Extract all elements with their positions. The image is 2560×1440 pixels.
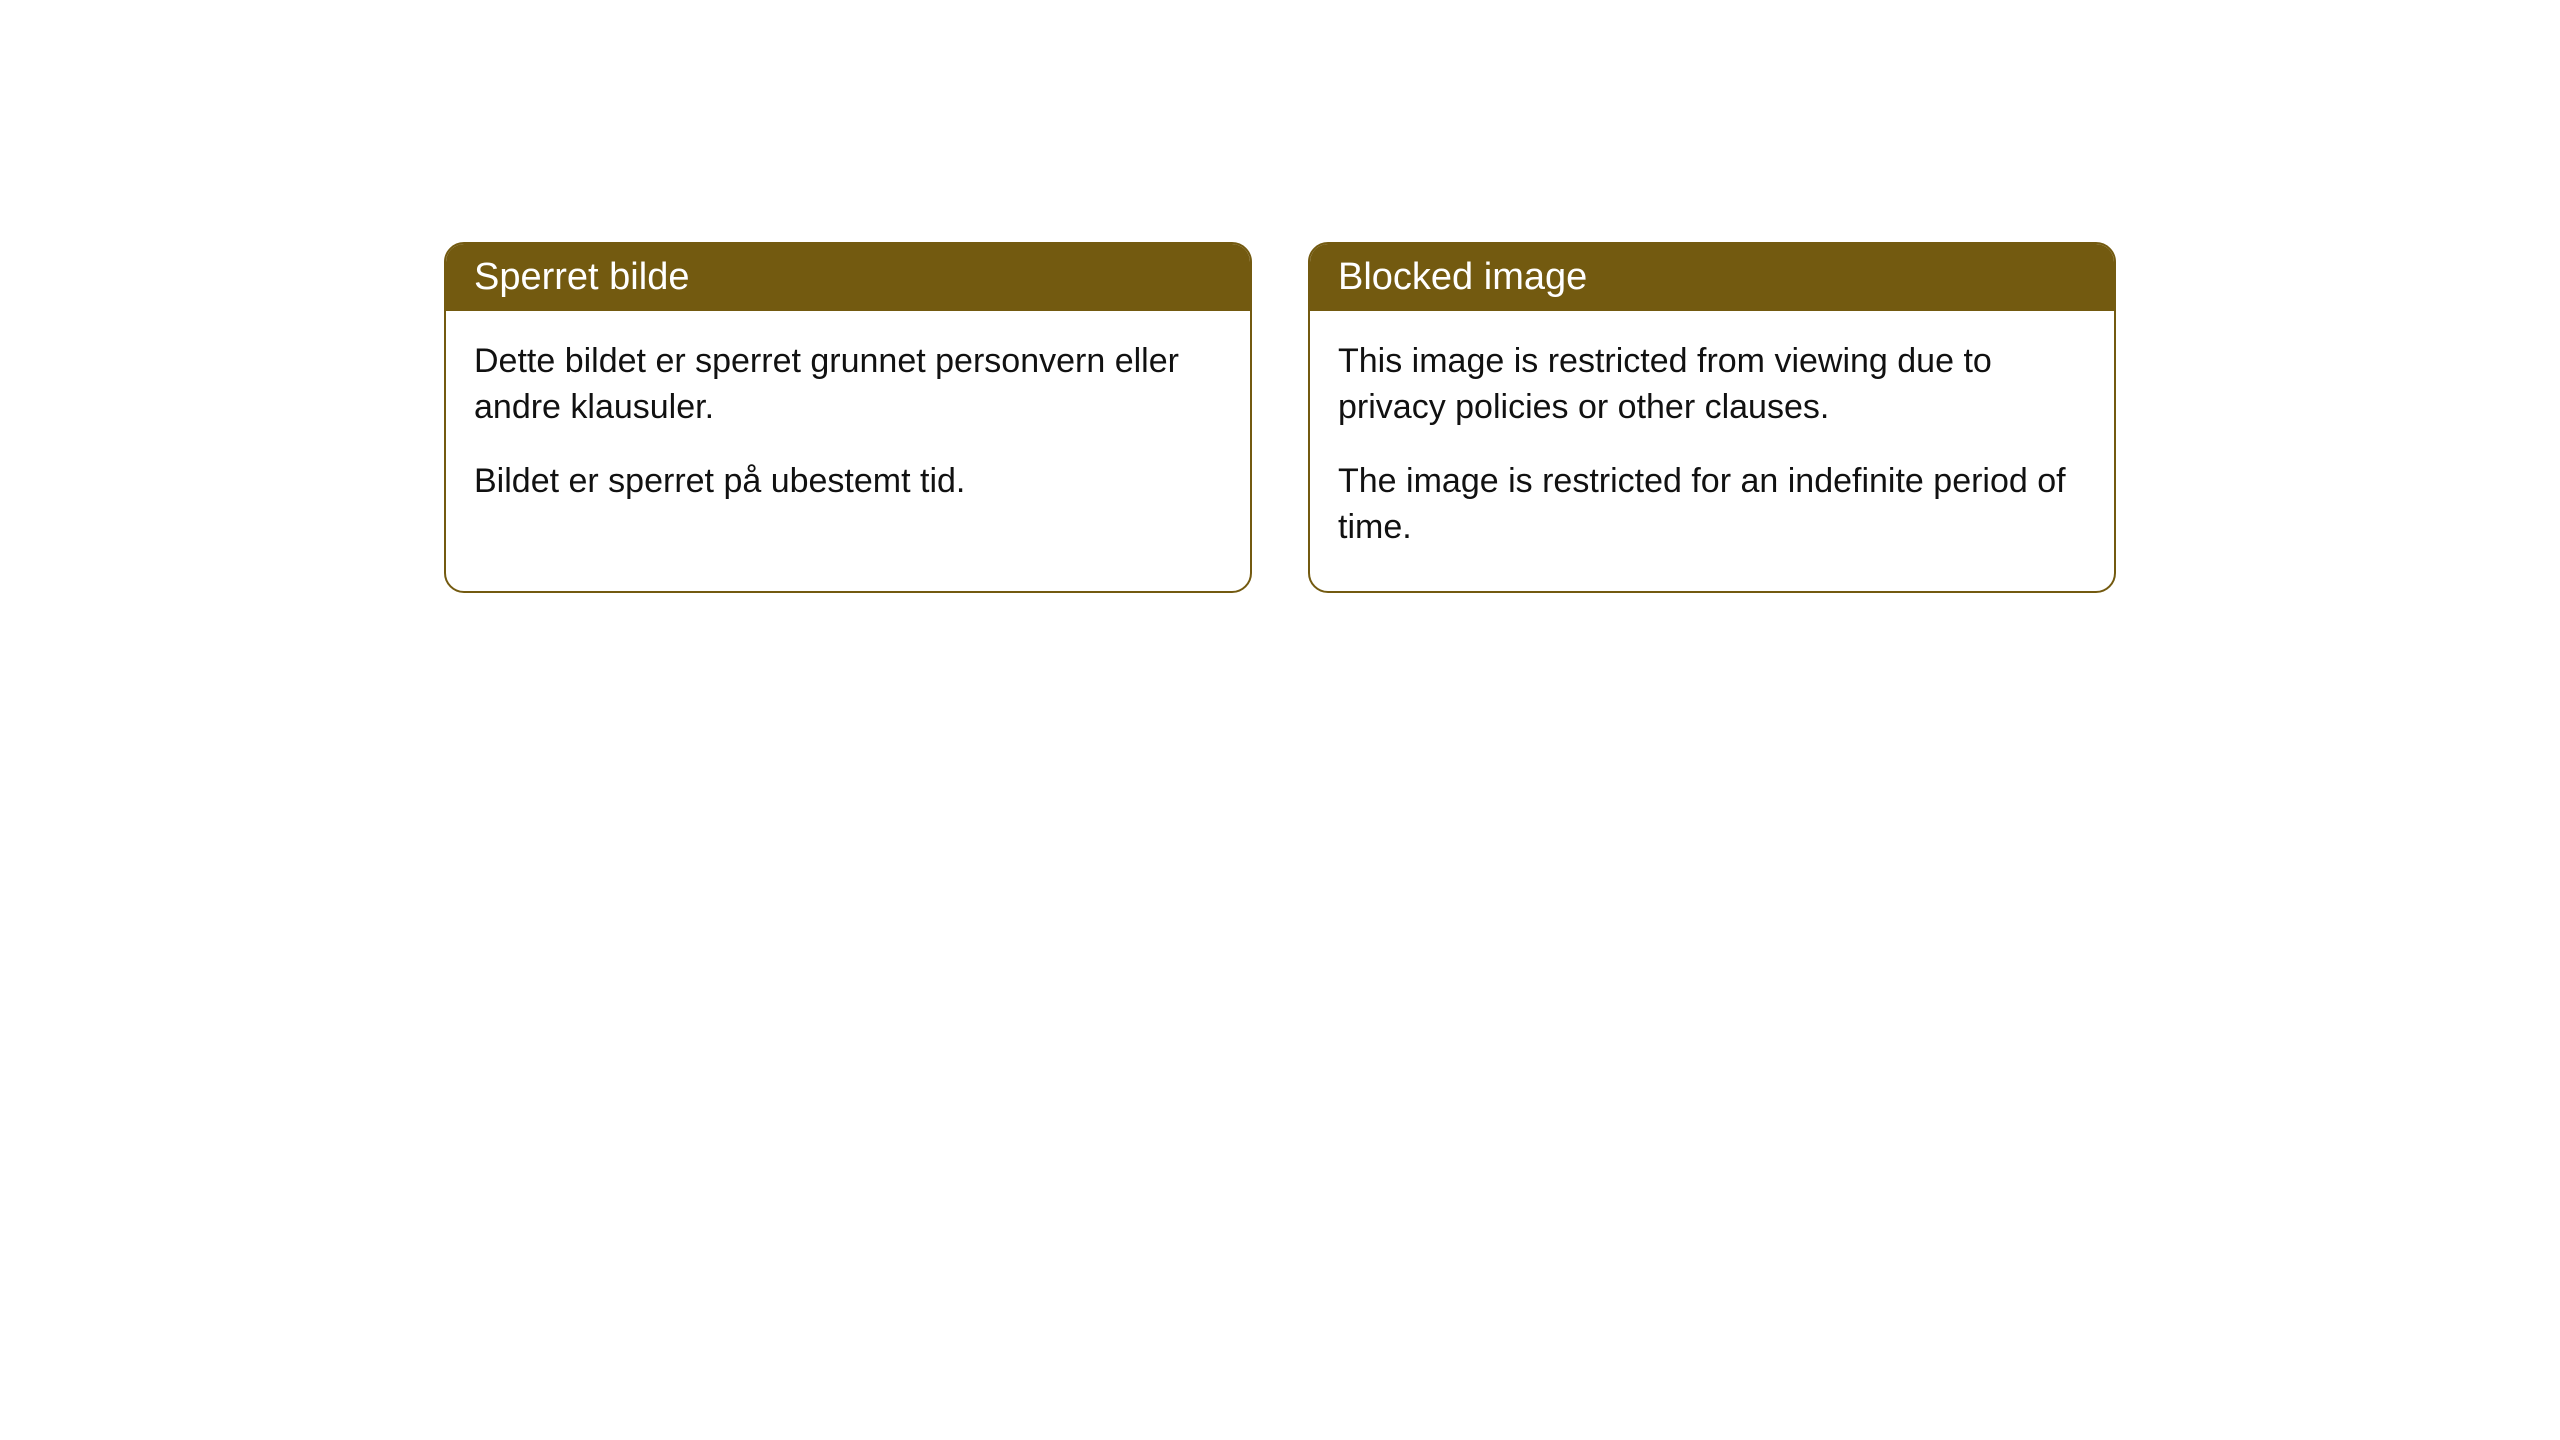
card-title: Sperret bilde bbox=[474, 256, 689, 298]
notice-card-norwegian: Sperret bilde Dette bildet er sperret gr… bbox=[444, 242, 1252, 593]
card-body: Dette bildet er sperret grunnet personve… bbox=[446, 311, 1250, 545]
notice-card-english: Blocked image This image is restricted f… bbox=[1308, 242, 2116, 593]
card-paragraph: Bildet er sperret på ubestemt tid. bbox=[474, 459, 1222, 505]
card-paragraph: This image is restricted from viewing du… bbox=[1338, 339, 2086, 431]
card-body: This image is restricted from viewing du… bbox=[1310, 311, 2114, 591]
card-paragraph: The image is restricted for an indefinit… bbox=[1338, 459, 2086, 551]
card-header: Sperret bilde bbox=[446, 244, 1250, 311]
card-paragraph: Dette bildet er sperret grunnet personve… bbox=[474, 339, 1222, 431]
card-title: Blocked image bbox=[1338, 256, 1587, 298]
card-header: Blocked image bbox=[1310, 244, 2114, 311]
notice-container: Sperret bilde Dette bildet er sperret gr… bbox=[0, 0, 2560, 593]
